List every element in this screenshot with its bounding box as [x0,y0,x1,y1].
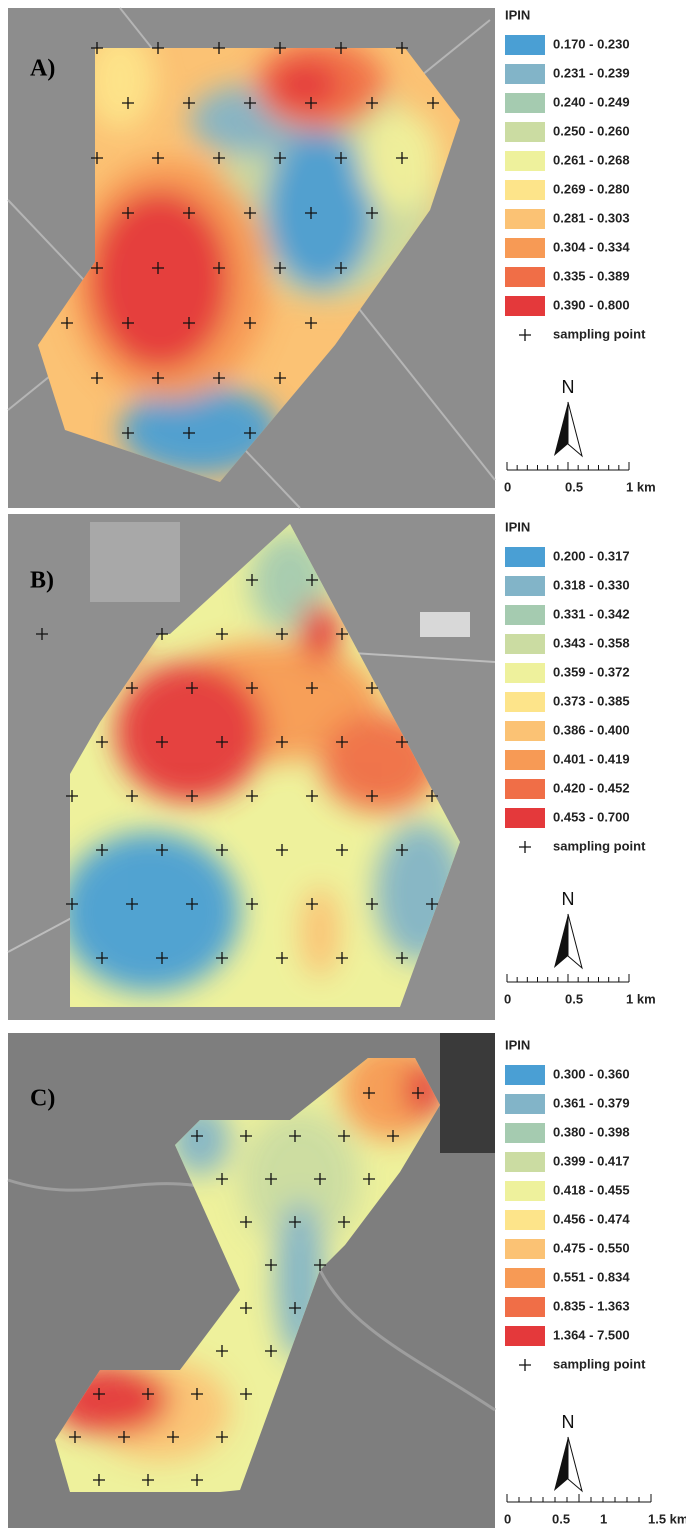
north-arrow [568,1437,582,1491]
north-label: N [562,889,575,909]
legend-label: 0.401 - 0.419 [553,751,630,766]
legend-swatch [505,576,545,596]
legend-label: 0.250 - 0.260 [553,123,630,138]
scale-label: 0 [504,991,511,1006]
legend-swatch [505,779,545,799]
panel-c [8,1033,495,1528]
legend-swatch [505,1210,545,1230]
north-arrow [568,402,582,456]
legend-label: 0.418 - 0.455 [553,1182,630,1197]
legend-label: 0.835 - 1.363 [553,1298,630,1313]
legend-swatch [505,663,545,683]
scale-label: 1 [600,1511,607,1526]
legend-label: 0.386 - 0.400 [553,722,630,737]
legend-label: sampling point [553,838,646,853]
north-label: N [562,1412,575,1432]
legend-swatch [505,1326,545,1346]
legend-label: 0.456 - 0.474 [553,1211,630,1226]
scale-label: 1.5 km [648,1511,686,1526]
legend-swatch [505,692,545,712]
legend-swatch [505,267,545,287]
legend-label: 0.390 - 0.800 [553,297,630,312]
legend-label: 0.551 - 0.834 [553,1269,630,1284]
scale-label: 1 km [626,991,656,1006]
legend-swatch [505,209,545,229]
sampling-point [519,841,531,853]
legend-swatch [505,721,545,741]
legend-label: 0.373 - 0.385 [553,693,630,708]
scale-label: 0.5 [565,479,583,494]
legend-label: 0.300 - 0.360 [553,1066,630,1081]
legend-swatch [505,547,545,567]
scale-label: 0 [504,1511,511,1526]
legend-swatch [505,750,545,770]
legend-label: 0.359 - 0.372 [553,664,630,679]
legend-swatch [505,35,545,55]
north-arrow [554,1437,568,1491]
legend-swatch [505,1094,545,1114]
north-label: N [562,377,575,397]
legend-swatch [505,808,545,828]
legend-swatch [505,634,545,654]
legend-swatch [505,64,545,84]
legend-label: 0.269 - 0.280 [553,181,630,196]
legend-swatch [505,122,545,142]
scale-label: 0.5 [565,991,583,1006]
legend-title: IPIN [505,519,530,534]
panel-b [8,514,495,1020]
legend-swatch [505,238,545,258]
legend-swatch [505,151,545,171]
panel-label: C) [30,1086,55,1112]
legend-label: 0.170 - 0.230 [553,36,630,51]
legend-swatch [505,1297,545,1317]
scale-label: 0.5 [552,1511,570,1526]
legend-swatch [505,1239,545,1259]
legend-label: 0.318 - 0.330 [553,577,630,592]
legend-label: 0.281 - 0.303 [553,210,630,225]
legend-label: 0.475 - 0.550 [553,1240,630,1255]
legend-label: 0.343 - 0.358 [553,635,630,650]
panel-label: B) [30,568,54,594]
legend-swatch [505,1268,545,1288]
legend-label: 0.240 - 0.249 [553,94,630,109]
legend-label: sampling point [553,326,646,341]
scale-label: 0 [504,479,511,494]
legend-swatch [505,1065,545,1085]
legend-title: IPIN [505,7,530,22]
legend-label: 0.231 - 0.239 [553,65,630,80]
north-arrow [554,914,568,968]
sampling-point [519,1359,531,1371]
legend-title: IPIN [505,1037,530,1052]
legend-swatch [505,180,545,200]
legend-swatch [505,296,545,316]
figure: A) IPIN 0.170 - 0.230 0.231 - 0.239 0.240 - … [0,0,686,1528]
legend-swatch [505,1123,545,1143]
scale-label: 1 km [626,479,656,494]
legend-label: 0.200 - 0.317 [553,548,630,563]
legend-label: 0.331 - 0.342 [553,606,630,621]
panel-label: A) [30,56,55,82]
legend-swatch [505,605,545,625]
legend-swatch [505,1152,545,1172]
legend-label: sampling point [553,1356,646,1371]
north-arrow [568,914,582,968]
legend-label: 0.304 - 0.334 [553,239,630,254]
legend-label: 0.261 - 0.268 [553,152,630,167]
north-arrow [554,402,568,456]
sampling-point [519,329,531,341]
legend-label: 0.420 - 0.452 [553,780,630,795]
legend-label: 0.380 - 0.398 [553,1124,630,1139]
legend-swatch [505,1181,545,1201]
legend-swatch [505,93,545,113]
legend-label: 0.361 - 0.379 [553,1095,630,1110]
legend-label: 0.335 - 0.389 [553,268,630,283]
legend-label: 0.453 - 0.700 [553,809,630,824]
legend-label: 1.364 - 7.500 [553,1327,630,1342]
legend-label: 0.399 - 0.417 [553,1153,630,1168]
